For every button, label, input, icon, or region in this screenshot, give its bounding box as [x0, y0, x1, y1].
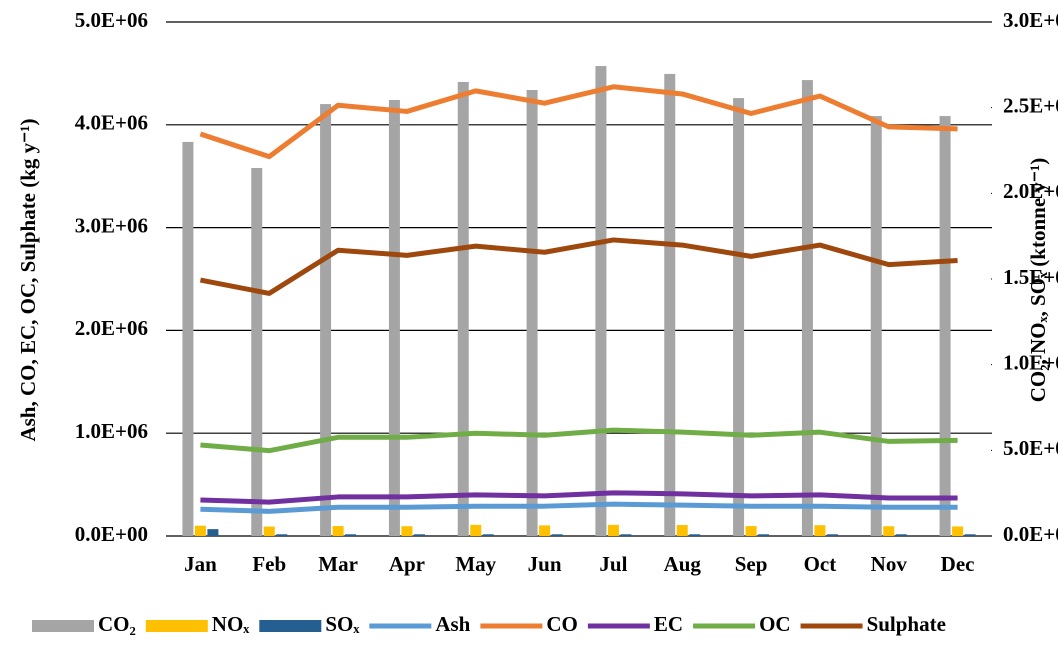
- line: [199, 237, 958, 296]
- x-tick-label: May: [455, 552, 496, 576]
- x-tick-label: Feb: [252, 552, 286, 576]
- y2-axis-label: CO₂, NOₓ, SOₓ (ktonne y⁻¹): [1026, 158, 1050, 403]
- bar: [207, 529, 219, 536]
- legend-label: CO: [546, 612, 578, 636]
- x-tick-label: Jan: [184, 552, 217, 576]
- bar: [263, 526, 275, 536]
- y2-tick-label: 1.5E+03: [1003, 265, 1058, 289]
- line: [200, 501, 958, 514]
- y-tick-label: 1.0E+06: [75, 419, 148, 443]
- legend-swatch: [145, 620, 208, 632]
- bar: [620, 534, 632, 536]
- bar: [595, 66, 607, 537]
- x-tick-label: Mar: [318, 552, 358, 576]
- line: [199, 84, 958, 160]
- bar: [345, 534, 357, 536]
- bar: [607, 524, 619, 536]
- bar: [457, 81, 469, 536]
- bar: [470, 524, 482, 536]
- bar: [388, 99, 400, 536]
- bar: [413, 534, 425, 536]
- bar: [939, 116, 951, 536]
- bar: [826, 534, 838, 536]
- y2-tick-label: 0.0E+00: [1003, 522, 1058, 546]
- bar: [539, 525, 551, 536]
- y-axis-label: Ash, CO, EC, OC, Sulphate (kg y⁻¹): [16, 118, 40, 441]
- bar: [733, 98, 745, 537]
- line: [200, 427, 958, 454]
- bar: [664, 73, 676, 536]
- bar: [482, 534, 494, 536]
- bar: [745, 526, 757, 536]
- bar: [251, 167, 263, 536]
- bar: [952, 526, 964, 536]
- bar: [194, 525, 206, 536]
- legend-label: SOₓ: [325, 612, 360, 636]
- y-tick-label: 2.0E+06: [75, 316, 148, 340]
- y-tick-label: 3.0E+06: [75, 213, 148, 237]
- legend-label: EC: [654, 612, 683, 636]
- bar: [526, 90, 538, 536]
- y2-tick-label: 2.0E+03: [1003, 179, 1058, 203]
- x-tick-label: Sep: [735, 552, 768, 576]
- y2-tick-label: 5.0E+02: [1003, 436, 1058, 460]
- bar: [182, 141, 194, 536]
- bar: [332, 526, 344, 536]
- y-tick-label: 4.0E+06: [75, 111, 148, 135]
- x-tick-label: Nov: [871, 552, 908, 576]
- bar: [401, 526, 413, 536]
- legend-label: Sulphate: [867, 612, 946, 636]
- bar: [870, 116, 882, 536]
- bar: [758, 534, 770, 536]
- x-tick-label: Jun: [528, 552, 562, 576]
- y2-tick-label: 2.5E+03: [1003, 93, 1058, 117]
- bar: [964, 534, 976, 536]
- x-tick-label: Apr: [389, 552, 425, 576]
- bar: [801, 80, 813, 536]
- bar: [689, 534, 701, 536]
- y-tick-label: 0.0E+00: [75, 522, 148, 546]
- line: [200, 490, 958, 505]
- x-tick-label: Oct: [804, 552, 837, 576]
- x-tick-label: Jul: [599, 552, 627, 576]
- y-tick-label: 5.0E+06: [75, 8, 148, 32]
- legend-swatch: [259, 620, 322, 632]
- bar: [895, 534, 907, 536]
- bar: [676, 525, 688, 536]
- x-tick-label: Aug: [664, 552, 702, 576]
- legend-label: NOₓ: [212, 612, 251, 636]
- x-tick-label: Dec: [941, 552, 975, 576]
- bar: [883, 526, 895, 536]
- bar: [320, 104, 332, 536]
- legend-label: CO₂: [98, 612, 136, 636]
- legend-swatch: [32, 620, 94, 632]
- legend-label: OC: [759, 612, 791, 636]
- y2-tick-label: 3.0E+03: [1003, 8, 1058, 32]
- y2-tick-label: 1.0E+03: [1003, 350, 1058, 374]
- bar: [276, 534, 288, 536]
- legend-label: Ash: [435, 612, 470, 636]
- bar: [551, 534, 563, 536]
- bar: [814, 525, 826, 536]
